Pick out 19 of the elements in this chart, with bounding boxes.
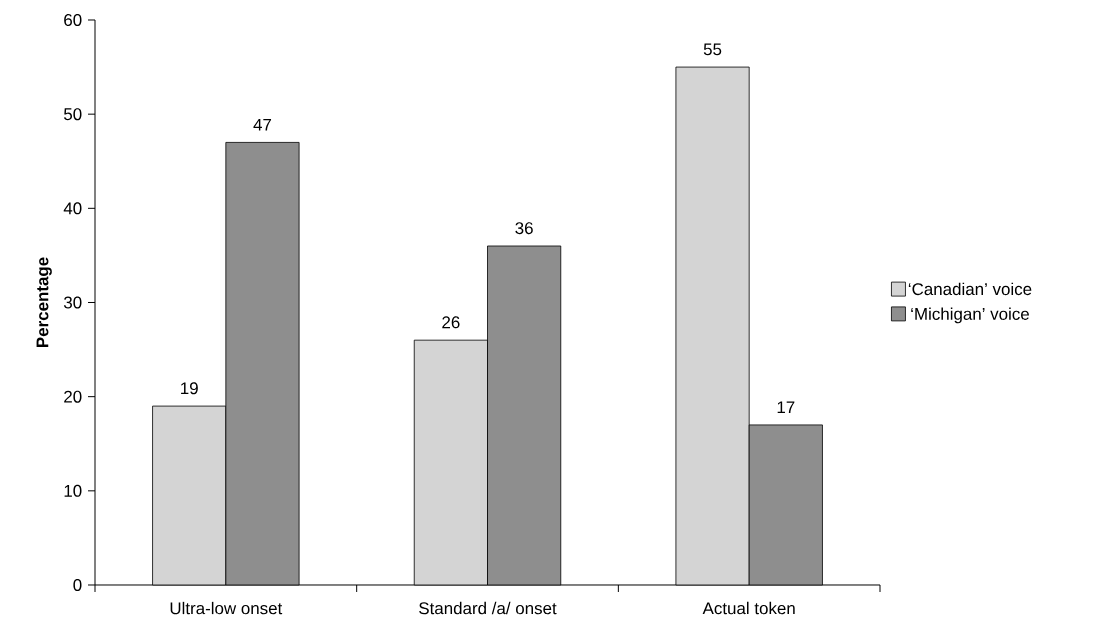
data-label: 26 xyxy=(442,316,460,329)
legend-label: ‘Canadian’ voice xyxy=(908,282,1032,296)
y-tick-label: 60 xyxy=(64,14,82,27)
legend-label: ‘Michigan’ voice xyxy=(911,307,1029,324)
y-tick-label: 50 xyxy=(63,108,82,121)
data-label: 36 xyxy=(515,222,533,235)
y-tick-label: 20 xyxy=(64,390,82,403)
y-tick-label: 10 xyxy=(64,484,82,497)
y-tick-label: 30 xyxy=(63,296,82,309)
data-label: 17 xyxy=(777,401,795,414)
y-axis-title: Percentage xyxy=(36,257,52,348)
y-tick-label: 0 xyxy=(73,579,82,592)
x-tick-label: Standard /a/ onset xyxy=(419,601,557,615)
data-label: 19 xyxy=(181,382,198,395)
x-tick-label: Actual token xyxy=(702,601,795,615)
data-label: 47 xyxy=(253,118,272,131)
data-label: 55 xyxy=(703,43,722,56)
y-tick-label: 40 xyxy=(63,202,82,215)
x-tick-label: Ultra-low onset xyxy=(170,601,283,615)
